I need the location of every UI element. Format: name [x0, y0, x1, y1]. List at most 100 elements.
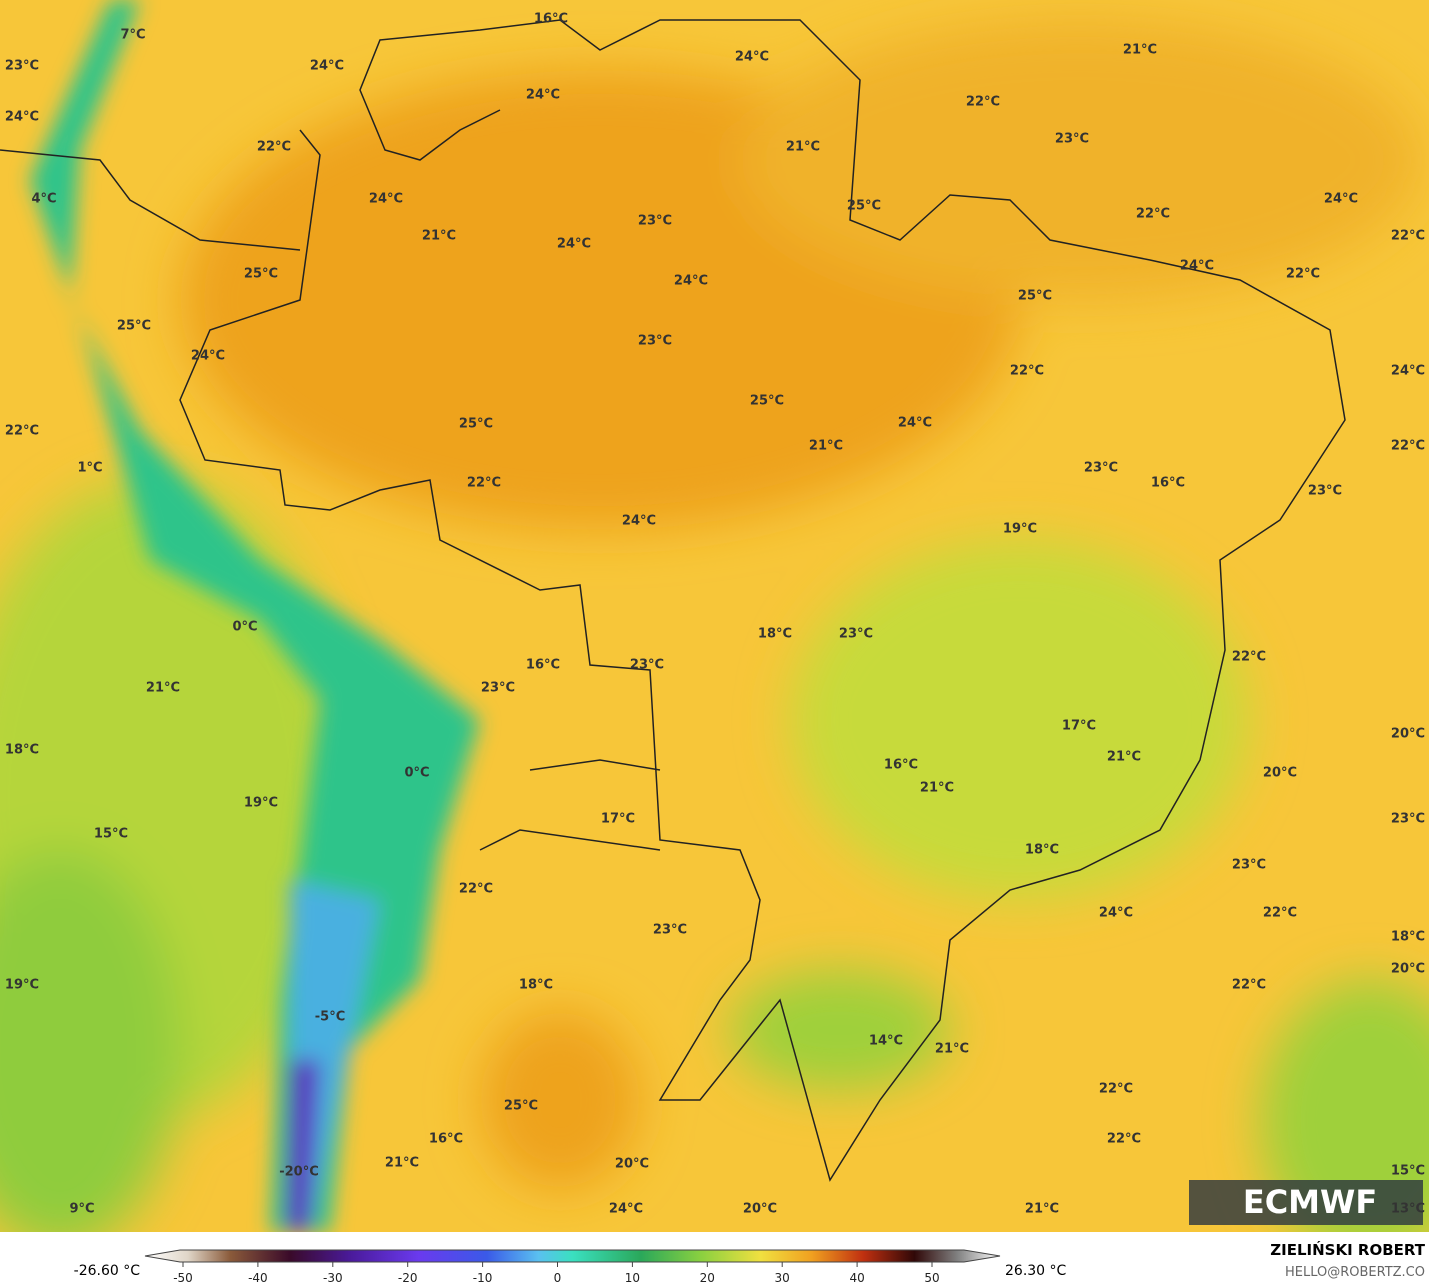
temperature-label: 23°C [1055, 132, 1089, 147]
temperature-label: 24°C [1099, 906, 1133, 921]
temperature-label: 16°C [429, 1132, 463, 1147]
temperature-label: 22°C [1286, 267, 1320, 282]
colorbar-tick-label: 40 [849, 1271, 864, 1285]
temperature-label: 24°C [609, 1202, 643, 1217]
temperature-label: 19°C [1003, 522, 1037, 537]
temperature-label: 20°C [743, 1202, 777, 1217]
temperature-label: 22°C [966, 95, 1000, 110]
temperature-label: 18°C [758, 627, 792, 642]
temperature-label: 18°C [519, 978, 553, 993]
map: ECMWF [0, 0, 1429, 1260]
temperature-label: 23°C [1232, 858, 1266, 873]
temperature-label: 23°C [5, 59, 39, 74]
temperature-label: 25°C [847, 199, 881, 214]
colorbar [144, 1249, 1001, 1263]
temperature-label: 23°C [638, 214, 672, 229]
temperature-label: 20°C [1263, 766, 1297, 781]
temperature-label: 22°C [1232, 650, 1266, 665]
temperature-label: 25°C [244, 267, 278, 282]
temperature-label: 22°C [5, 424, 39, 439]
colorbar-tick-label: -10 [473, 1271, 493, 1285]
colorbar-tick-label: 50 [924, 1271, 939, 1285]
temperature-label: 24°C [557, 237, 591, 252]
temperature-label: 22°C [1107, 1132, 1141, 1147]
temperature-label: 22°C [1263, 906, 1297, 921]
temperature-label: 24°C [735, 50, 769, 65]
colorbar-tick-label: -40 [248, 1271, 268, 1285]
temperature-label: 18°C [1025, 843, 1059, 858]
temperature-label: 21°C [935, 1042, 969, 1057]
temperature-label: 21°C [422, 229, 456, 244]
temperature-label: 19°C [244, 796, 278, 811]
temperature-label: 16°C [884, 758, 918, 773]
temperature-label: 25°C [117, 319, 151, 334]
colorbar-tick-label: 30 [775, 1271, 790, 1285]
temperature-label: 24°C [191, 349, 225, 364]
temperature-label: 21°C [385, 1156, 419, 1171]
temperature-label: 22°C [467, 476, 501, 491]
email: HELLO@ROBERTZ.CO [1285, 1265, 1425, 1280]
temperature-label: 22°C [1099, 1082, 1133, 1097]
temperature-label: 18°C [5, 743, 39, 758]
temperature-label: 24°C [310, 59, 344, 74]
temperature-label: 22°C [459, 882, 493, 897]
temperature-label: 1°C [77, 461, 102, 476]
temperature-label: 0°C [232, 620, 257, 635]
temperature-label: 20°C [615, 1157, 649, 1172]
temperature-label: 24°C [674, 274, 708, 289]
temperature-label: 15°C [94, 827, 128, 842]
temperature-label: 23°C [638, 334, 672, 349]
temperature-label: 22°C [1010, 364, 1044, 379]
temperature-label: -20°C [279, 1165, 319, 1180]
temperature-label: 22°C [257, 140, 291, 155]
temperature-label: 24°C [1180, 259, 1214, 274]
temperature-label: 23°C [481, 681, 515, 696]
author: ZIELIŃSKI ROBERT [1270, 1240, 1425, 1259]
temperature-label: 19°C [5, 978, 39, 993]
temperature-label: 15°C [1391, 1164, 1425, 1179]
temperature-label: 14°C [869, 1034, 903, 1049]
temperature-label: 16°C [1151, 476, 1185, 491]
temperature-label: 24°C [526, 88, 560, 103]
temperature-label: 24°C [898, 416, 932, 431]
temperature-label: 9°C [69, 1202, 94, 1217]
temperature-label: 17°C [601, 812, 635, 827]
temperature-label: 0°C [404, 766, 429, 781]
colorbar-tick-label: -30 [323, 1271, 343, 1285]
temperature-label: 24°C [622, 514, 656, 529]
logo: ECMWF [1243, 1183, 1377, 1221]
temperature-label: 24°C [369, 192, 403, 207]
temperature-label: 22°C [1391, 439, 1425, 454]
colorbar-tick-label: 20 [700, 1271, 715, 1285]
colorbar-tick-label: -50 [173, 1271, 193, 1285]
temperature-label: 22°C [1136, 207, 1170, 222]
temperature-label: 23°C [630, 658, 664, 673]
temperature-label: 24°C [1391, 364, 1425, 379]
temperature-labels: 16°C 7°C 23°C 24°C 24°C 21°C 24°C 22°C 24°C 23°C 2… [5, 12, 1425, 1217]
temperature-label: 21°C [786, 140, 820, 155]
temperature-label: 20°C [1391, 727, 1425, 742]
temperature-label: 25°C [1018, 289, 1052, 304]
colorbar-tick-label: -20 [398, 1271, 418, 1285]
temperature-label: 13°C [1391, 1202, 1425, 1217]
temperature-label: 23°C [653, 923, 687, 938]
temperature-label: 25°C [750, 394, 784, 409]
temperature-label: 21°C [920, 781, 954, 796]
temperature-label: 4°C [31, 192, 56, 207]
temperature-label: 23°C [1084, 461, 1118, 476]
borders [0, 19, 1346, 1182]
temperature-label: 24°C [5, 110, 39, 125]
max-label: 26.30 °C [1005, 1263, 1067, 1279]
temperature-label: 23°C [1308, 484, 1342, 499]
temperature-label: 24°C [1324, 192, 1358, 207]
temperature-label: 21°C [1123, 43, 1157, 58]
temperature-label: 17°C [1062, 719, 1096, 734]
temperature-label: 22°C [1232, 978, 1266, 993]
temperature-label: 18°C [1391, 930, 1425, 945]
temperature-label: 23°C [1391, 812, 1425, 827]
temperature-label: 7°C [120, 28, 145, 43]
temperature-label: 25°C [504, 1099, 538, 1114]
temperature-label: 23°C [839, 627, 873, 642]
temperature-label: 21°C [1025, 1202, 1059, 1217]
